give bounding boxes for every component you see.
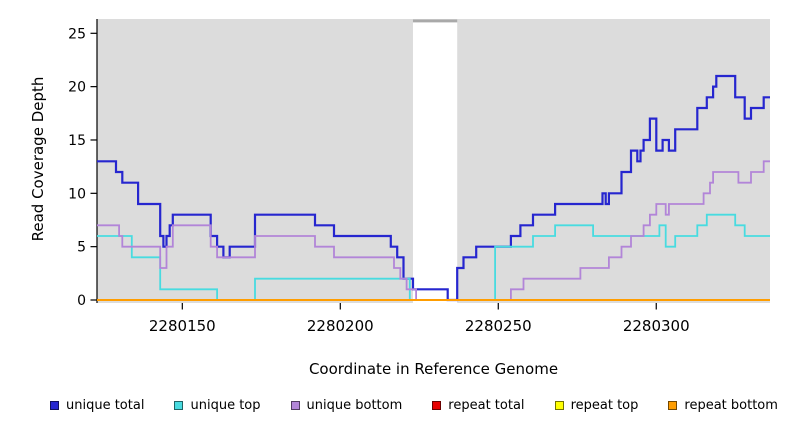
x-tick-label: 2280250: [465, 317, 532, 335]
y-axis-label: Read Coverage Depth: [29, 76, 47, 242]
legend-item-unique-bottom: unique bottom: [290, 398, 403, 413]
legend-label-unique-top: unique top: [190, 398, 261, 413]
series-unique-total-line: [97, 74, 770, 302]
legend-swatch-repeat-bottom-icon: [668, 401, 678, 410]
legend-swatch-repeat-total-icon: [432, 401, 442, 410]
x-tick-label: 2280300: [623, 317, 690, 335]
plot-area: 0 5 10 15 20 25 2280150 2280200 2280250 2280300: [68, 19, 770, 335]
y-tick-label: 10: [68, 186, 86, 202]
series-unique-bottom-line: [97, 160, 770, 301]
legend-label-repeat-top: repeat top: [570, 398, 639, 413]
y-tick-label: 15: [68, 133, 86, 149]
legend-label-repeat-total: repeat total: [448, 398, 525, 413]
gap-band: [412, 22, 458, 304]
legend-label-repeat-bottom: repeat bottom: [684, 398, 778, 413]
legend-item-repeat-total: repeat total: [432, 398, 525, 413]
legend-swatch-unique-bottom-icon: [290, 401, 300, 410]
x-tick-label: 2280150: [149, 317, 216, 335]
legend-label-unique-bottom: unique bottom: [306, 398, 403, 413]
legend: unique total unique top unique bottom repea…: [0, 398, 792, 413]
legend-swatch-repeat-top-icon: [554, 401, 564, 410]
gap-band-cap: [412, 19, 458, 23]
x-axis-label: Coordinate in Reference Genome: [308, 360, 559, 378]
series-unique-top-line: [97, 213, 770, 301]
legend-item-unique-total: unique total: [50, 398, 144, 413]
y-tick-label: 25: [68, 26, 86, 42]
legend-item-repeat-top: repeat top: [554, 398, 639, 413]
legend-item-unique-top: unique top: [174, 398, 261, 413]
legend-swatch-unique-top-icon: [174, 401, 184, 410]
legend-label-unique-total: unique total: [66, 398, 145, 413]
y-tick-label: 5: [77, 240, 86, 256]
y-tick-label: 0: [77, 293, 86, 309]
legend-swatch-unique-total-icon: [50, 401, 59, 410]
x-tick-label: 2280200: [307, 317, 374, 335]
legend-item-repeat-bottom: repeat bottom: [668, 398, 778, 413]
y-tick-label: 20: [68, 80, 86, 96]
